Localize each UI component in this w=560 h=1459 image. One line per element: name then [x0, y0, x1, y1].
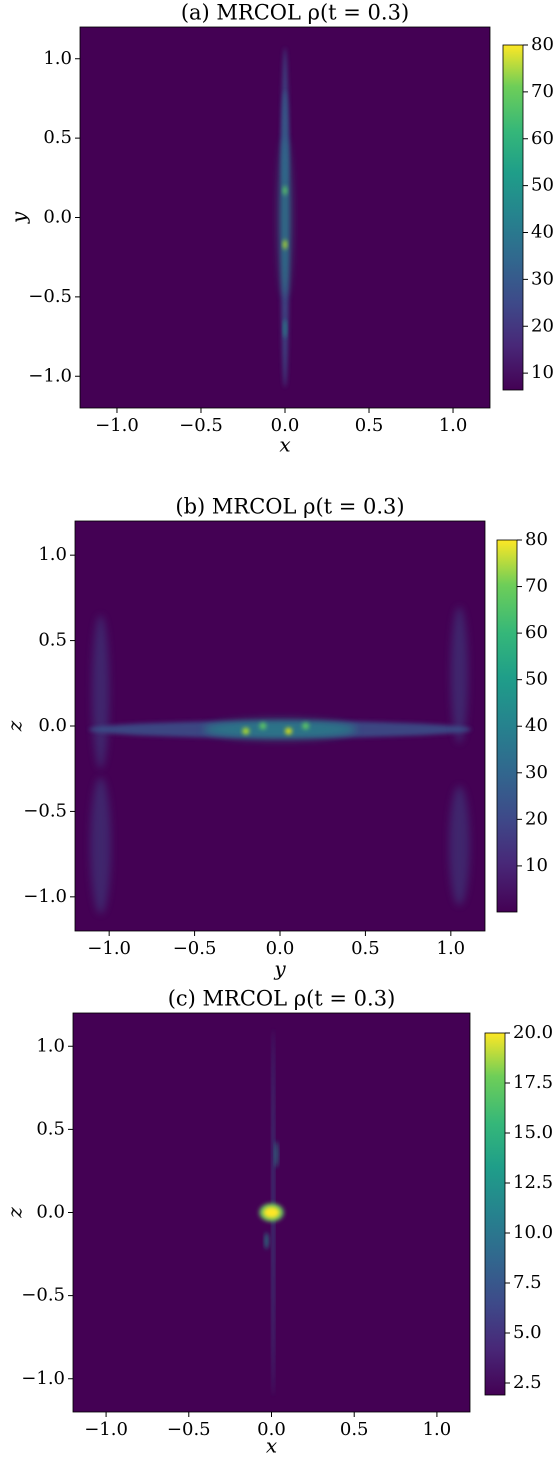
colorbar-tick-label: 80 [525, 529, 548, 550]
y-tick-label: −1.0 [23, 886, 67, 907]
x-tick-label: 1.0 [439, 415, 468, 436]
density-feature [259, 722, 267, 730]
colorbar-tick-label: 12.5 [513, 1172, 553, 1193]
x-tick-label: 0.5 [355, 415, 384, 436]
chart-title: (c) MRCOL ρ(t = 0.3) [168, 987, 396, 1011]
y-tick-label: 0.5 [36, 1118, 65, 1139]
colorbar-tick-label: 10 [525, 855, 548, 876]
x-tick-label: 0.5 [351, 938, 380, 959]
density-feature [282, 239, 288, 250]
density-feature [263, 1206, 280, 1219]
density-feature [274, 1141, 279, 1168]
density-feature [92, 614, 110, 769]
plot-frame [74, 520, 486, 932]
density-feature [449, 785, 470, 906]
x-tick-label: 0.0 [266, 938, 295, 959]
colorbar [484, 1032, 506, 1396]
heatmap-image [88, 606, 472, 914]
colorbar-tick-label: 70 [531, 81, 554, 102]
x-tick-label: −0.5 [167, 1419, 211, 1440]
colorbar-tick-label: 17.5 [513, 1072, 553, 1093]
colorbar [496, 539, 518, 913]
colorbar [502, 44, 524, 391]
colorbar-tick-label: 20 [525, 808, 548, 829]
y-tick-label: −0.5 [28, 286, 72, 307]
y-tick-label: 0.0 [36, 1202, 65, 1223]
y-tick-label: −0.5 [21, 1285, 65, 1306]
colorbar-tick-label: 40 [525, 715, 548, 736]
y-tick-label: −1.0 [28, 365, 72, 386]
density-feature [278, 138, 292, 297]
y-tick-label: −0.5 [23, 800, 67, 821]
density-feature [285, 727, 292, 735]
colorbar-tick-label: 60 [531, 128, 554, 149]
x-tick-label: 0.5 [340, 1419, 369, 1440]
x-tick-label: 0.0 [271, 415, 300, 436]
y-axis-label: y [7, 211, 31, 224]
chart-title: (a) MRCOL ρ(t = 0.3) [181, 1, 409, 25]
chart-title: (b) MRCOL ρ(t = 0.3) [175, 495, 404, 519]
x-tick-label: −0.5 [173, 938, 217, 959]
density-feature [450, 606, 468, 744]
heatmap-image [259, 1029, 284, 1396]
x-tick-label: 0.0 [257, 1419, 286, 1440]
density-feature [242, 727, 250, 735]
colorbar-tick-label: 60 [525, 622, 548, 643]
x-axis-label: y [273, 957, 286, 981]
density-feature [203, 719, 357, 740]
colorbar-tick-label: 20 [531, 315, 554, 336]
x-tick-label: −1.0 [95, 415, 139, 436]
density-feature [281, 90, 289, 186]
colorbar-tick-label: 7.5 [513, 1272, 542, 1293]
x-tick-label: −1.0 [84, 1419, 128, 1440]
colorbar-tick-label: 30 [531, 268, 554, 289]
density-feature [90, 777, 111, 914]
x-tick-label: 1.0 [437, 938, 466, 959]
density-feature [282, 185, 288, 196]
y-tick-label: −1.0 [21, 1368, 65, 1389]
colorbar-tick-label: 10.0 [513, 1222, 553, 1243]
heatmap-image [278, 47, 292, 388]
colorbar-tick-label: 80 [531, 34, 554, 55]
y-tick-label: 1.0 [36, 1035, 65, 1056]
x-tick-label: 1.0 [423, 1419, 452, 1440]
x-axis-label: x [279, 433, 290, 457]
y-tick-label: 0.0 [43, 207, 72, 228]
y-tick-label: 0.0 [38, 715, 67, 736]
x-tick-label: −0.5 [179, 415, 223, 436]
density-feature [264, 1232, 269, 1250]
y-axis-label: z [3, 1207, 27, 1219]
colorbar-tick-label: 50 [525, 669, 548, 690]
x-tick-label: −1.0 [87, 938, 131, 959]
colorbar-tick-label: 2.5 [513, 1372, 542, 1393]
x-axis-label: x [266, 1434, 277, 1458]
colorbar-tick-label: 5.0 [513, 1322, 542, 1343]
y-tick-label: 1.0 [38, 544, 67, 565]
colorbar-tick-label: 15.0 [513, 1122, 553, 1143]
colorbar-tick-label: 20.0 [513, 1022, 553, 1043]
density-feature [302, 722, 310, 730]
colorbar-tick-label: 70 [525, 576, 548, 597]
plot-frame [72, 1012, 471, 1413]
colorbar-tick-label: 30 [525, 762, 548, 783]
y-axis-label: z [3, 720, 27, 732]
y-tick-label: 0.5 [43, 127, 72, 148]
y-tick-label: 1.0 [43, 48, 72, 69]
colorbar-tick-label: 50 [531, 175, 554, 196]
colorbar-tick-label: 10 [531, 362, 554, 383]
plot-frame [79, 26, 491, 409]
colorbar-tick-label: 40 [531, 222, 554, 243]
y-tick-label: 0.5 [38, 630, 67, 651]
density-feature [283, 319, 287, 339]
